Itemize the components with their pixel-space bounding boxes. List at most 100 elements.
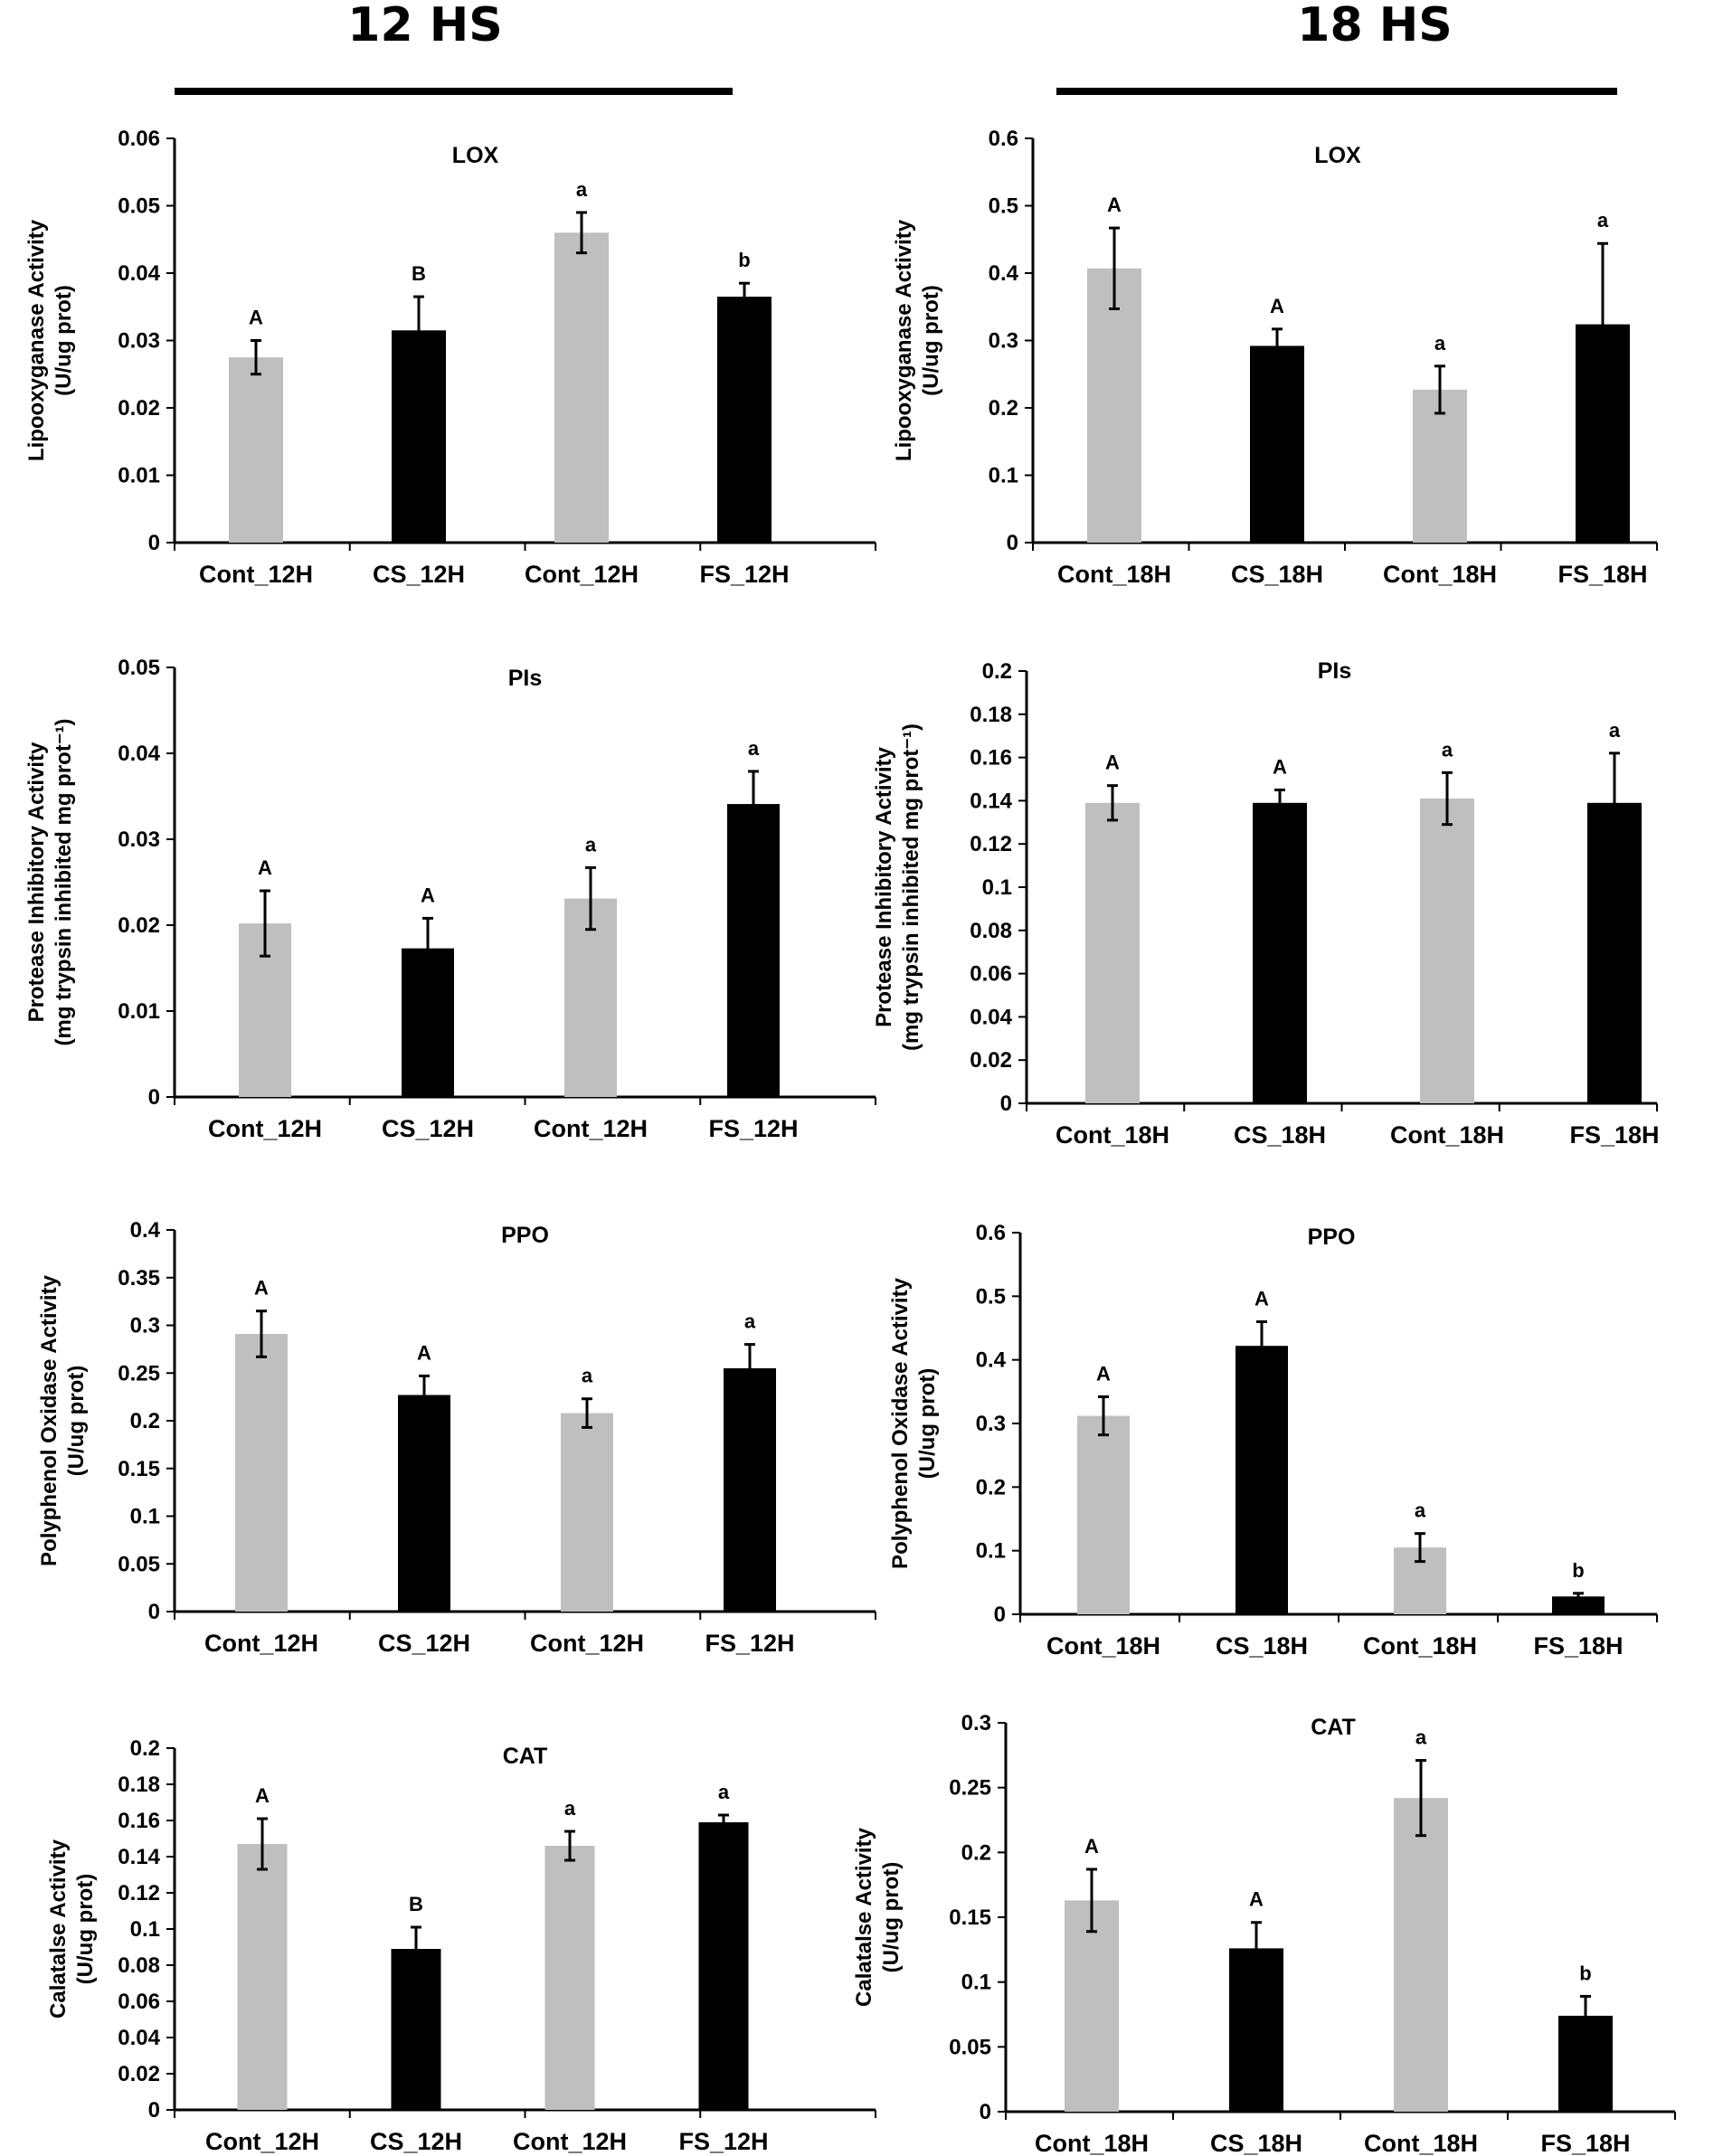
y-tick-label: 0.16 bbox=[970, 746, 1012, 771]
y-tick-label: 0.08 bbox=[970, 919, 1012, 943]
chart-title: PPO bbox=[501, 1223, 549, 1248]
y-tick-label: 0.03 bbox=[118, 827, 160, 852]
x-tick-label: FS_12H bbox=[705, 1630, 794, 1657]
y-tick-label: 0.05 bbox=[118, 194, 160, 219]
y-tick-label: 0.05 bbox=[118, 656, 160, 680]
y-axis-title-line2: (U/ug prot) bbox=[919, 285, 943, 396]
bar bbox=[724, 1367, 776, 1612]
x-tick-label: Cont_12H bbox=[534, 1115, 648, 1142]
y-tick-label: 0.35 bbox=[118, 1266, 160, 1291]
significance-label: a bbox=[585, 833, 597, 856]
y-tick-label: 0.04 bbox=[970, 1005, 1012, 1029]
y-tick-label: 0 bbox=[1007, 531, 1018, 555]
y-tick-label: 0.12 bbox=[970, 832, 1012, 856]
significance-label: A bbox=[1096, 1362, 1111, 1385]
bar bbox=[1413, 389, 1467, 543]
bar bbox=[1253, 802, 1307, 1103]
y-tick-label: 0.1 bbox=[989, 464, 1018, 488]
y-tick-label: 0.25 bbox=[118, 1361, 160, 1385]
y-axis-title: Protease Inhibitory Activity (mg trypsin … bbox=[24, 719, 76, 1046]
chart-title: CAT bbox=[1311, 1715, 1356, 1740]
significance-label: A bbox=[1249, 1888, 1264, 1911]
y-tick-label: 0.05 bbox=[949, 2035, 991, 2059]
bar bbox=[727, 804, 780, 1097]
y-tick-label: 0 bbox=[148, 1085, 160, 1110]
x-tick-label: Cont_18H bbox=[1363, 1632, 1477, 1660]
chart-panel-5: 0 0.05 0.1 0.15 0.2 0.25 0.3 0.35 0.4 Cont_12H A CS… bbox=[37, 1218, 876, 1657]
x-tick-label: FS_12H bbox=[699, 561, 789, 588]
bar bbox=[554, 232, 609, 543]
significance-label: b bbox=[1572, 1559, 1584, 1582]
x-tick-label: Cont_12H bbox=[530, 1630, 644, 1657]
significance-label: A bbox=[1270, 295, 1284, 317]
x-tick-label: Cont_12H bbox=[205, 2128, 319, 2155]
x-tick-label: CS_12H bbox=[382, 1115, 474, 1142]
y-axis-title: Lipooxyganase Activity (U/ug prot) bbox=[892, 219, 943, 461]
chart-panel-1: 0 0.01 0.02 0.03 0.04 0.05 0.06 Cont_12H A CS_12H… bbox=[24, 127, 876, 588]
significance-label: a bbox=[748, 737, 760, 760]
y-tick-label: 0.08 bbox=[118, 1953, 160, 1978]
y-axis-title: Polyphenol Oxidase Activity (U/ug prot) bbox=[888, 1277, 940, 1569]
x-tick-label: Cont_18H bbox=[1057, 561, 1171, 588]
x-tick-label: Cont_18H bbox=[1364, 2130, 1478, 2156]
y-tick-label: 0.3 bbox=[989, 329, 1018, 354]
x-tick-label: FS_18H bbox=[1540, 2130, 1630, 2156]
y-tick-label: 0.2 bbox=[961, 1840, 991, 1865]
y-axis-title: Protease Inhibitory Activity (mg trypsin … bbox=[872, 723, 923, 1051]
x-tick-label: Cont_18H bbox=[1383, 561, 1497, 588]
y-tick-label: 0.1 bbox=[961, 1971, 991, 1995]
y-tick-label: 0.1 bbox=[130, 1505, 160, 1529]
significance-label: A bbox=[421, 884, 435, 906]
x-tick-label: CS_18H bbox=[1210, 2130, 1302, 2156]
y-tick-label: 0.06 bbox=[118, 1990, 160, 2014]
x-tick-label: Cont_12H bbox=[525, 561, 639, 588]
y-tick-label: 0 bbox=[148, 1600, 160, 1624]
bar bbox=[237, 1844, 288, 2110]
significance-label: B bbox=[409, 1893, 423, 1915]
y-tick-label: 0.4 bbox=[130, 1218, 161, 1243]
y-axis-title-line2: (U/ug prot) bbox=[73, 1874, 98, 1985]
bar bbox=[235, 1333, 288, 1612]
bar bbox=[564, 898, 617, 1097]
y-axis-title-line1: Calatalse Activity bbox=[46, 1839, 71, 2019]
y-tick-label: 0.3 bbox=[130, 1314, 160, 1338]
chart-panel-7: 0 0.02 0.04 0.06 0.08 0.1 0.12 0.14 0.16 0.18 0.2 C… bbox=[46, 1736, 876, 2155]
y-axis-title-line2: (mg trypsin inhibited mg prot⁻¹) bbox=[899, 723, 923, 1051]
y-tick-label: 0.02 bbox=[118, 913, 160, 938]
x-tick-label: CS_18H bbox=[1216, 1632, 1308, 1660]
y-axis-title-line1: Polyphenol Oxidase Activity bbox=[37, 1274, 62, 1566]
chart-title: PIs bbox=[508, 666, 543, 691]
y-tick-label: 0 bbox=[148, 531, 160, 555]
y-tick-label: 0.18 bbox=[118, 1773, 160, 1797]
y-tick-label: 0.1 bbox=[130, 1917, 160, 1942]
significance-label: B bbox=[412, 262, 426, 285]
significance-label: a bbox=[1415, 1726, 1427, 1749]
bar bbox=[1420, 799, 1474, 1103]
y-tick-label: 0.16 bbox=[118, 1809, 160, 1833]
significance-label: A bbox=[254, 1277, 269, 1300]
y-axis-title-line2: (U/ug prot) bbox=[52, 285, 76, 396]
y-tick-label: 0.6 bbox=[976, 1221, 1006, 1245]
y-axis-title-line1: Lipooxyganase Activity bbox=[24, 219, 49, 461]
x-tick-label: CS_12H bbox=[373, 561, 465, 588]
y-axis-title-line2: (U/ug prot) bbox=[64, 1366, 89, 1477]
bar bbox=[1085, 802, 1140, 1103]
x-tick-label: Cont_18H bbox=[1056, 1121, 1169, 1149]
y-tick-label: 0.14 bbox=[970, 789, 1012, 813]
bar bbox=[1235, 1346, 1288, 1614]
y-tick-label: 0.12 bbox=[118, 1881, 160, 1905]
bar bbox=[1250, 345, 1304, 543]
y-tick-label: 0.02 bbox=[118, 396, 160, 421]
x-tick-label: Cont_12H bbox=[204, 1630, 318, 1657]
y-axis-title-line1: Protease Inhibitory Activity bbox=[24, 742, 49, 1023]
y-tick-label: 0.04 bbox=[118, 742, 160, 766]
y-axis-title-line1: Calatalse Activity bbox=[852, 1827, 876, 2007]
chart-panel-6: 0 0.1 0.2 0.3 0.4 0.5 0.6 Cont_18H A CS_18H A Cont_… bbox=[888, 1221, 1658, 1660]
y-tick-label: 0.01 bbox=[118, 464, 160, 488]
significance-label: A bbox=[417, 1341, 431, 1364]
significance-label: a bbox=[1442, 738, 1453, 761]
significance-label: A bbox=[249, 307, 263, 329]
y-tick-label: 0.2 bbox=[989, 396, 1018, 421]
bar bbox=[1065, 1900, 1119, 2112]
significance-label: A bbox=[1273, 755, 1287, 778]
